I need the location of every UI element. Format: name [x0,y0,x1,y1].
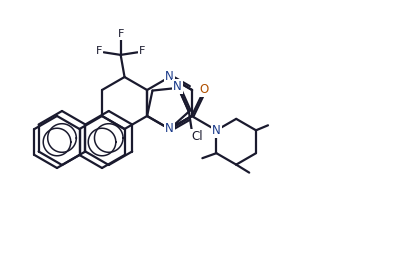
Text: N: N [212,124,221,137]
Text: F: F [117,29,124,39]
Text: F: F [139,46,146,56]
Text: F: F [96,46,102,56]
Text: N: N [165,70,174,83]
Text: N: N [173,80,182,93]
Text: O: O [200,83,209,96]
Text: Cl: Cl [191,130,203,143]
Text: N: N [165,123,174,136]
